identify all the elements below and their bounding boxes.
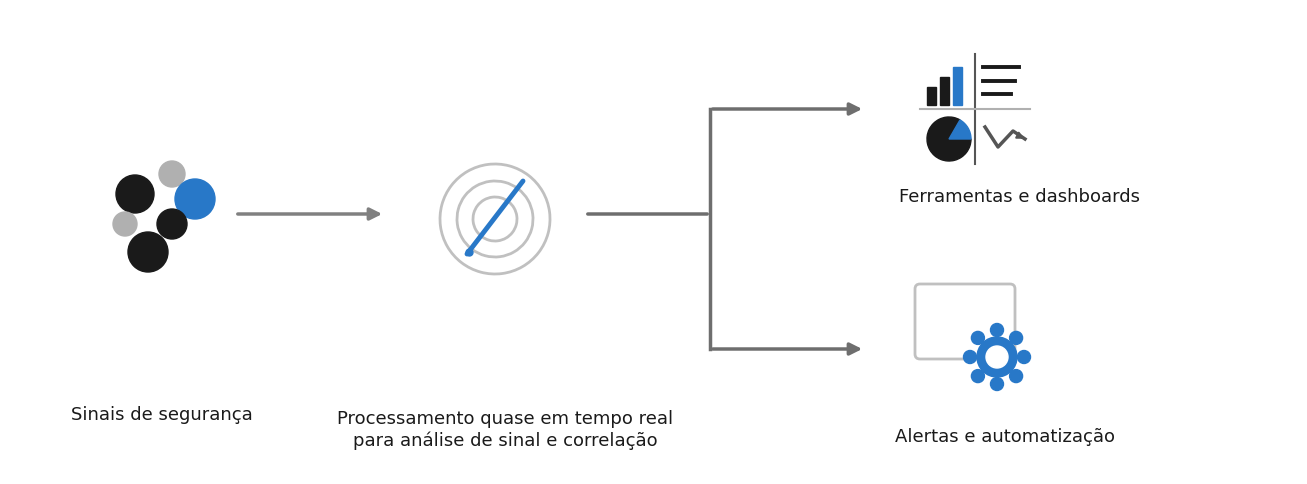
Circle shape bbox=[159, 162, 186, 188]
Circle shape bbox=[1009, 370, 1022, 383]
Text: Processamento quase em tempo real
para análise de sinal e correlação: Processamento quase em tempo real para a… bbox=[337, 409, 673, 449]
Circle shape bbox=[175, 180, 214, 220]
Circle shape bbox=[971, 370, 984, 383]
Bar bbox=[953, 68, 962, 106]
Circle shape bbox=[963, 351, 976, 364]
Wedge shape bbox=[949, 121, 971, 140]
Circle shape bbox=[991, 324, 1004, 337]
Circle shape bbox=[991, 378, 1004, 391]
Circle shape bbox=[971, 332, 984, 345]
Text: Alertas e automatização: Alertas e automatização bbox=[895, 427, 1115, 445]
Text: Ferramentas e dashboards: Ferramentas e dashboards bbox=[899, 188, 1141, 206]
Bar bbox=[927, 88, 936, 106]
Circle shape bbox=[1009, 332, 1022, 345]
Circle shape bbox=[1018, 351, 1030, 364]
Circle shape bbox=[157, 210, 187, 240]
Circle shape bbox=[128, 232, 169, 272]
Circle shape bbox=[985, 346, 1008, 368]
Circle shape bbox=[978, 337, 1017, 377]
Circle shape bbox=[112, 212, 137, 237]
FancyBboxPatch shape bbox=[915, 285, 1016, 359]
Wedge shape bbox=[927, 118, 971, 162]
Text: Sinais de segurança: Sinais de segurança bbox=[71, 405, 252, 423]
Bar bbox=[940, 78, 949, 106]
Circle shape bbox=[116, 176, 154, 213]
